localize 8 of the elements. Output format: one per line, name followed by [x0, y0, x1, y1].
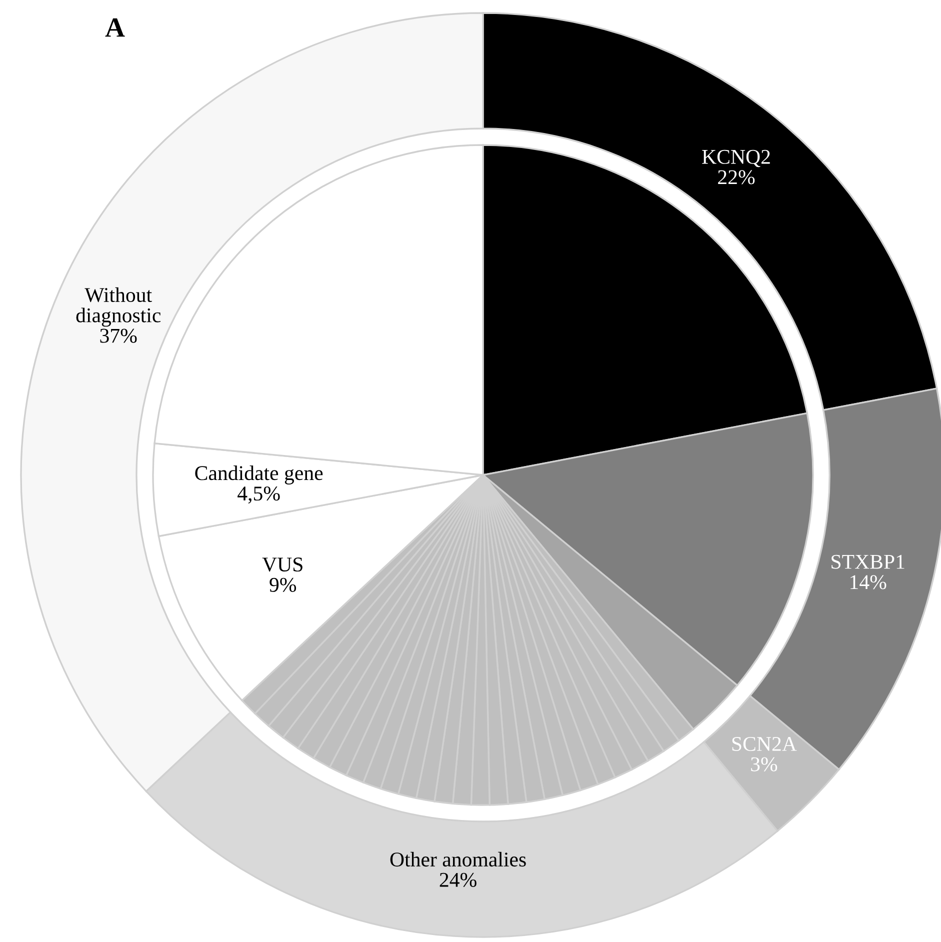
data-label: Without diagnostic 37% — [76, 287, 161, 343]
data-label: VUS 9% — [262, 558, 302, 592]
data-label: SCN2A 3% — [732, 736, 797, 772]
data-label: KCNQ2 22% — [702, 150, 770, 184]
chart-title: A — [105, 18, 125, 37]
data-label: Other anomalies 24% — [390, 852, 526, 887]
data-label: Candidate gene 4,5% — [195, 466, 323, 504]
data-label: STXBP1 14% — [832, 554, 904, 590]
